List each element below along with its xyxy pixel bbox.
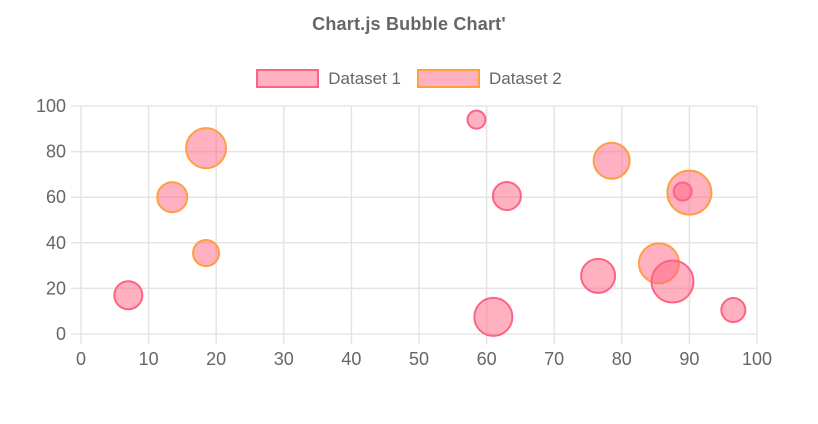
chart-title: Chart.js Bubble Chart' — [312, 14, 506, 34]
legend-item-dataset-1[interactable]: Dataset 1 — [256, 69, 401, 88]
bubble-point-dataset-1[interactable] — [113, 280, 144, 311]
bubble-point-dataset-2[interactable] — [156, 181, 189, 214]
y-tick-label: 0 — [56, 324, 66, 344]
bubble-point-dataset-2[interactable] — [592, 141, 631, 180]
x-tick-label: 70 — [544, 349, 564, 369]
bubble-point-dataset-1[interactable] — [672, 181, 693, 202]
x-tick-label: 80 — [612, 349, 632, 369]
x-tick-label: 0 — [76, 349, 86, 369]
x-tick-label: 60 — [477, 349, 497, 369]
bubble-point-dataset-2[interactable] — [192, 239, 221, 268]
legend-label-dataset-2: Dataset 2 — [489, 69, 562, 88]
legend-swatch-dataset-2 — [417, 69, 480, 88]
y-tick-label: 40 — [46, 233, 66, 253]
x-tick-label: 30 — [274, 349, 294, 369]
bubble-point-dataset-1[interactable] — [473, 296, 514, 337]
bubble-point-dataset-1[interactable] — [720, 297, 747, 324]
legend-item-dataset-2[interactable]: Dataset 2 — [417, 69, 562, 88]
bubble-point-dataset-2[interactable] — [185, 127, 228, 170]
y-tick-label: 60 — [46, 187, 66, 207]
y-tick-label: 20 — [46, 278, 66, 298]
bubble-point-dataset-1[interactable] — [580, 257, 617, 294]
legend-label-dataset-1: Dataset 1 — [328, 69, 401, 88]
x-tick-label: 90 — [679, 349, 699, 369]
bubble-point-dataset-1[interactable] — [491, 181, 522, 212]
x-tick-label: 10 — [139, 349, 159, 369]
x-tick-label: 40 — [341, 349, 361, 369]
legend-swatch-dataset-1 — [256, 69, 320, 88]
x-tick-label: 50 — [409, 349, 429, 369]
x-tick-label: 100 — [742, 349, 772, 369]
bubble-point-dataset-1[interactable] — [466, 109, 487, 130]
y-tick-label: 80 — [46, 142, 66, 162]
legend: Dataset 1 Dataset 2 — [0, 69, 818, 88]
y-tick-label: 100 — [36, 96, 66, 116]
x-tick-label: 20 — [206, 349, 226, 369]
bubble-point-dataset-1[interactable] — [650, 259, 695, 304]
